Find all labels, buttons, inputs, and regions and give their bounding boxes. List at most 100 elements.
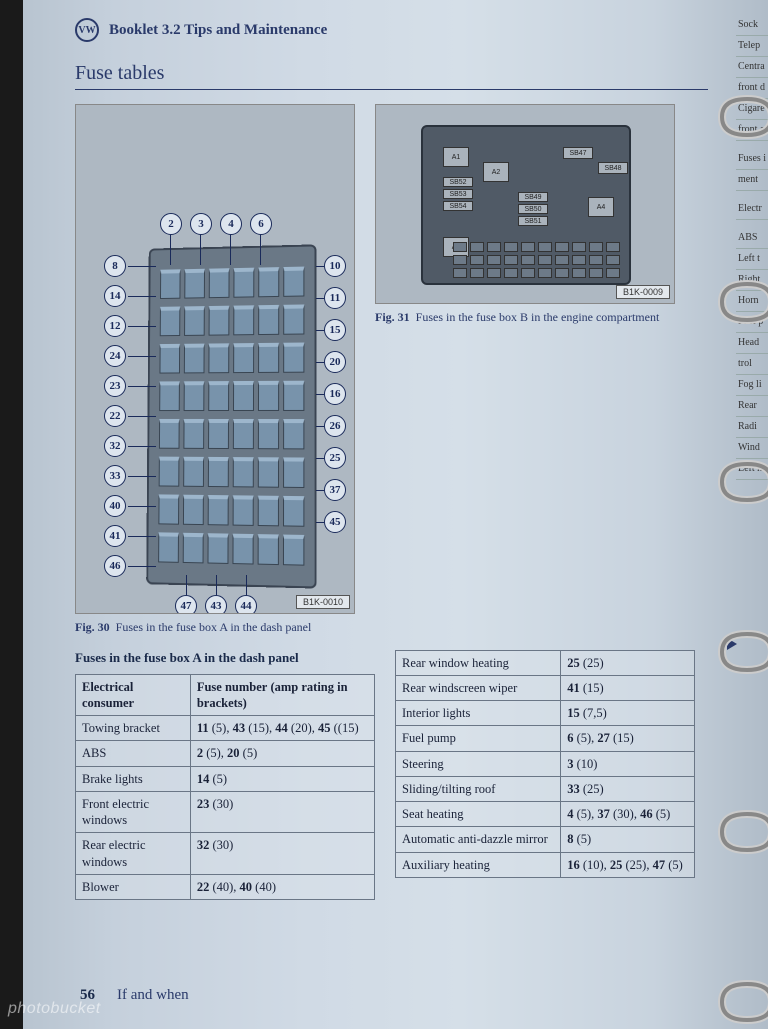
figure-31: A1A2A3A4SB47SB48SB52SB53SB54SB49SB50SB51… [375, 104, 675, 636]
fuse-cell: 41 (15) [561, 675, 695, 700]
relay-SB50: SB50 [518, 204, 548, 214]
vw-logo-icon: VW [75, 18, 99, 42]
consumer-cell: ABS [76, 741, 191, 766]
figure-31-code: B1K-0009 [616, 285, 670, 299]
table-row: Blower22 (40), 40 (40) [76, 874, 375, 899]
fig31-prefix: Fig. 31 [375, 310, 410, 324]
table-a-col2: Fuse number (amp rating in brackets) [190, 674, 374, 716]
nextpage-fragment [736, 141, 768, 149]
nextpage-fragment: Wind [736, 438, 768, 459]
figure-30-code: B1K-0010 [296, 595, 350, 609]
consumer-cell: Auxiliary heating [396, 852, 561, 877]
nextpage-fragment: Centra [736, 57, 768, 78]
table-row: Towing bracket11 (5), 43 (15), 44 (20), … [76, 716, 375, 741]
fuse-cell: 14 (5) [190, 766, 374, 791]
callout-25: 25 [324, 447, 346, 469]
nextpage-fragment: trol [736, 354, 768, 375]
nextpage-fragment: Fog li [736, 375, 768, 396]
table-row: Interior lights15 (7,5) [396, 701, 695, 726]
nextpage-fragment: Telep [736, 36, 768, 57]
fuse-cell: 6 (5), 27 (15) [561, 726, 695, 751]
table-row: Seat heating4 (5), 37 (30), 46 (5) [396, 802, 695, 827]
fuse-cell: 22 (40), 40 (40) [190, 874, 374, 899]
fuse-cell: 4 (5), 37 (30), 46 (5) [561, 802, 695, 827]
next-page-sliver: SockTelepCentrafront dCigarefront aFuses… [736, 15, 768, 480]
nextpage-fragment: ABS [736, 228, 768, 249]
relay-SB49: SB49 [518, 192, 548, 202]
fusebox-b-diagram: A1A2A3A4SB47SB48SB52SB53SB54SB49SB50SB51… [375, 104, 675, 304]
relay-SB53: SB53 [443, 189, 473, 199]
nextpage-fragment: Sock [736, 15, 768, 36]
binder-ring-icon [718, 980, 768, 1024]
figure-31-caption: Fig. 31 Fuses in the fuse box B in the e… [375, 310, 675, 326]
relay-A2: A2 [483, 162, 509, 182]
consumer-cell: Interior lights [396, 701, 561, 726]
callout-22: 22 [104, 405, 126, 427]
fuse-table-b: Rear window heating25 (25)Rear windscree… [395, 650, 695, 878]
fusebox-a-diagram: B1K-0010 2346814122423223233404146101115… [75, 104, 355, 614]
binder-ring-icon [718, 280, 768, 324]
nextpage-fragment: Rear [736, 396, 768, 417]
relay-A4: A4 [588, 197, 614, 217]
binder-ring-icon [718, 95, 768, 139]
fuse-cell: 32 (30) [190, 833, 374, 875]
callout-40: 40 [104, 495, 126, 517]
callout-12: 12 [104, 315, 126, 337]
table-row: Fuel pump6 (5), 27 (15) [396, 726, 695, 751]
callout-15: 15 [324, 319, 346, 341]
binder-ring-icon [718, 460, 768, 504]
consumer-cell: Blower [76, 874, 191, 899]
callout-45: 45 [324, 511, 346, 533]
fig30-prefix: Fig. 30 [75, 620, 110, 634]
callout-3: 3 [190, 213, 212, 235]
callout-14: 14 [104, 285, 126, 307]
binder-ring-icon [718, 630, 768, 674]
callout-24: 24 [104, 345, 126, 367]
consumer-cell: Fuel pump [396, 726, 561, 751]
relay-SB52: SB52 [443, 177, 473, 187]
callout-37: 37 [324, 479, 346, 501]
fuse-cell: 11 (5), 43 (15), 44 (20), 45 ((15) [190, 716, 374, 741]
consumer-cell: Brake lights [76, 766, 191, 791]
booklet-title: Booklet 3.2 Tips and Maintenance [109, 22, 327, 39]
fuse-cell: 16 (10), 25 (25), 47 (5) [561, 852, 695, 877]
nextpage-fragment [736, 191, 768, 199]
table-a-col1: Electrical consumer [76, 674, 191, 716]
table-row: Sliding/tilting roof33 (25) [396, 776, 695, 801]
consumer-cell: Sliding/tilting roof [396, 776, 561, 801]
table-row: Brake lights14 (5) [76, 766, 375, 791]
relay-SB48: SB48 [598, 162, 628, 174]
table-row: Rear electric windows32 (30) [76, 833, 375, 875]
nextpage-fragment: Left t [736, 249, 768, 270]
callout-26: 26 [324, 415, 346, 437]
callout-41: 41 [104, 525, 126, 547]
consumer-cell: Rear window heating [396, 650, 561, 675]
callout-10: 10 [324, 255, 346, 277]
section-title: Fuse tables [75, 62, 708, 90]
page-header: VW Booklet 3.2 Tips and Maintenance [75, 18, 708, 42]
callout-46: 46 [104, 555, 126, 577]
fuse-cell: 15 (7,5) [561, 701, 695, 726]
callout-4: 4 [220, 213, 242, 235]
callout-44: 44 [235, 595, 257, 614]
callout-8: 8 [104, 255, 126, 277]
table-row: Steering3 (10) [396, 751, 695, 776]
fuse-cell: 23 (30) [190, 791, 374, 833]
callout-23: 23 [104, 375, 126, 397]
col2-bold: Fuse number [197, 680, 268, 694]
callout-2: 2 [160, 213, 182, 235]
relay-A1: A1 [443, 147, 469, 167]
nextpage-fragment: Radi [736, 417, 768, 438]
nextpage-fragment: Electr [736, 199, 768, 220]
consumer-cell: Towing bracket [76, 716, 191, 741]
callout-11: 11 [324, 287, 346, 309]
table-row: Front electric windows23 (30) [76, 791, 375, 833]
consumer-cell: Rear electric windows [76, 833, 191, 875]
callout-32: 32 [104, 435, 126, 457]
relay-SB47: SB47 [563, 147, 593, 159]
footer-text: If and when [117, 987, 189, 1004]
table-a-title: Fuses in the fuse box A in the dash pane… [75, 650, 375, 666]
callout-43: 43 [205, 595, 227, 614]
fuse-cell: 33 (25) [561, 776, 695, 801]
table-row: Rear window heating25 (25) [396, 650, 695, 675]
